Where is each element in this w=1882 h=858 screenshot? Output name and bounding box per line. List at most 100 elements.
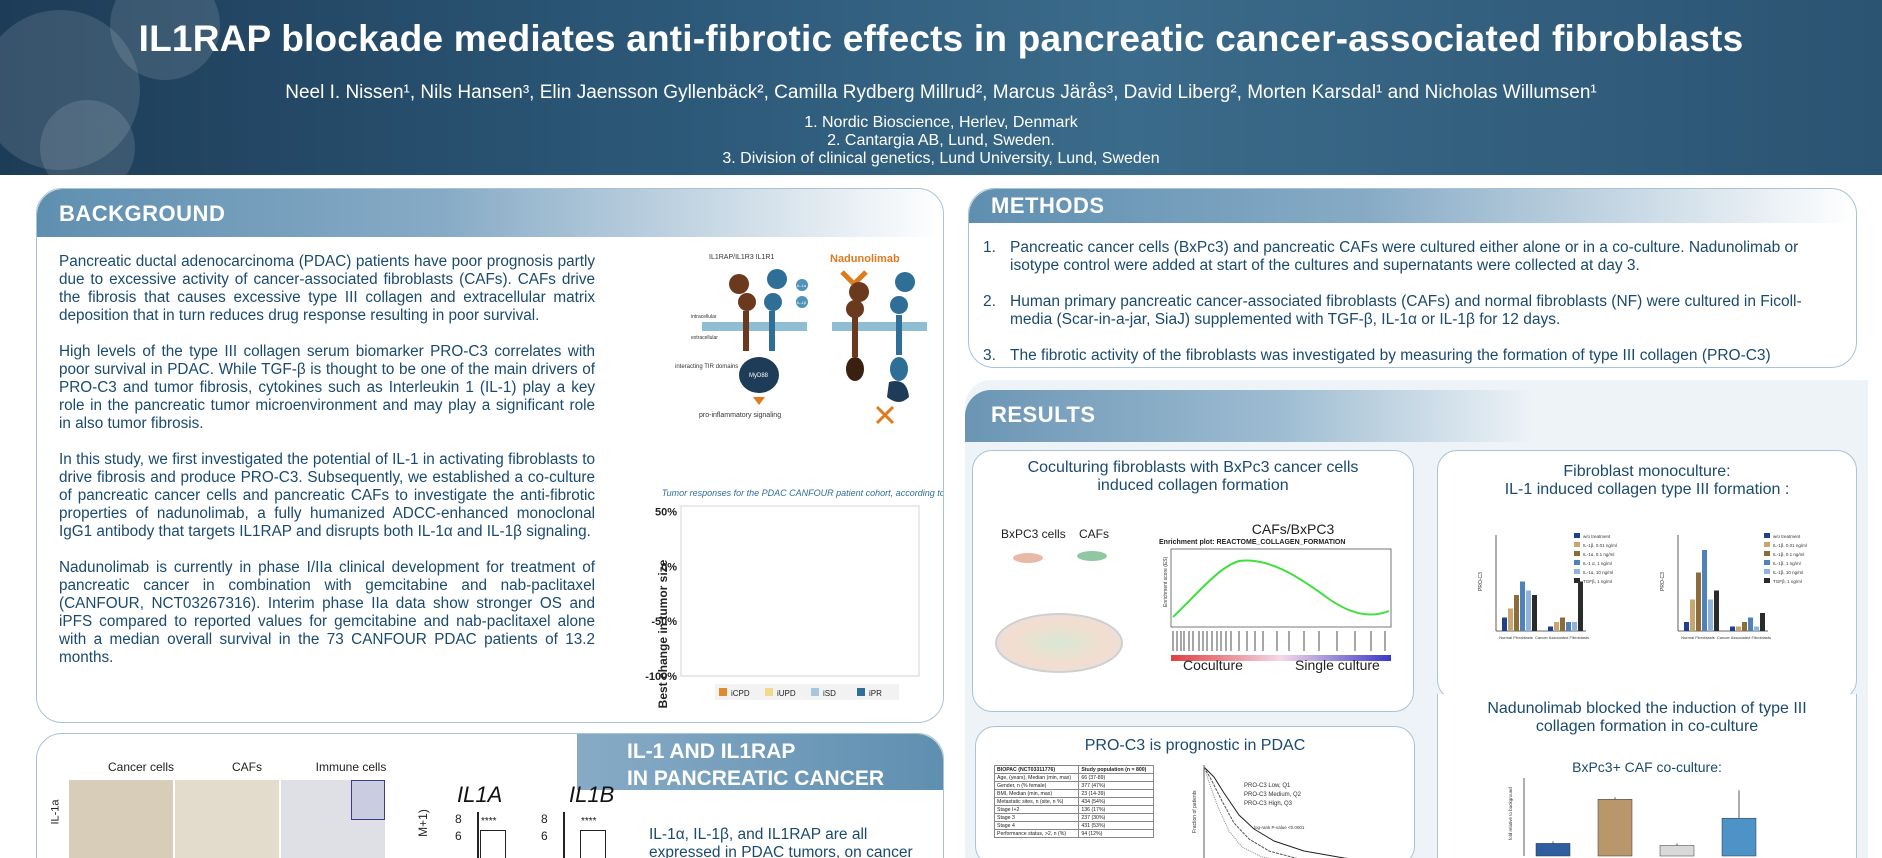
- panel-title: Coculturing fibroblasts with BxPc3 cance…: [1027, 459, 1359, 494]
- km-legend-item: PRO-C3 High, Q3: [1244, 801, 1293, 807]
- legend-label: iPR: [869, 689, 882, 698]
- blocked-signal-icon: [875, 405, 895, 425]
- tir-domain-icon: [846, 357, 864, 381]
- item-number: 2.: [983, 293, 996, 310]
- y-tick-label: -50%: [651, 616, 677, 628]
- kaplan-meier-plot: Fraction of patients PRO-C3 Low, Q1 PRO-…: [1192, 765, 1349, 858]
- section-title: RESULTS: [991, 402, 1096, 427]
- table-row: BIOPAC (NCT03311776) Study population (n …: [993, 765, 1154, 774]
- legend-label: iCPD: [731, 689, 750, 698]
- bxpc3-label: BxPC3 cells: [1001, 527, 1066, 541]
- section-title: BACKGROUND: [59, 201, 226, 226]
- ihc-image-cancer-cells: [69, 780, 173, 858]
- table-cell: 237 (30%): [1078, 813, 1154, 822]
- section-title: IL-1 AND IL1RAP IN PANCREATIC CANCER: [627, 738, 884, 792]
- section-title-line: IL-1 AND IL1RAP: [627, 740, 796, 763]
- section-header: METHODS: [969, 189, 1856, 223]
- tick-label: 6: [455, 829, 462, 843]
- section-title-line: IN PANCREATIC CANCER: [627, 767, 885, 790]
- table-cell: Stage 4: [993, 821, 1080, 830]
- nadunolimab-label: Nadunolimab: [830, 253, 900, 265]
- table-cell: 136 (17%): [1078, 805, 1154, 814]
- x-left-label: Coculture: [1183, 657, 1243, 673]
- receptor-domain-icon: [738, 293, 756, 311]
- methods-panel: METHODS 1. Pancreatic cancer cells (BxPc…: [968, 188, 1857, 368]
- pvalue-label: log-rank P-value <0.0001: [1254, 825, 1305, 830]
- tir-domain-icon: [890, 357, 908, 381]
- prognostic-panel: PRO-C3 is prognostic in PDAC BIOPAC (NCT…: [975, 726, 1415, 858]
- y-axis-label: PRO-C3: [1660, 572, 1666, 591]
- nadunolimab-bar-chart: fold relative to background: [1508, 778, 1757, 857]
- bar: [1526, 590, 1531, 631]
- column-label: Immune cells: [315, 760, 387, 774]
- y-axis-line: [477, 812, 479, 858]
- table-row: Metastatic sites, n (site, n %) 434 (54%): [993, 797, 1154, 806]
- legend-label: w/o treatment: [1583, 534, 1611, 539]
- tick-label: 8: [541, 812, 548, 826]
- ihc-inset: [351, 780, 385, 820]
- legend-swatch: [1764, 551, 1770, 556]
- enrichment-curve: [1172, 559, 1390, 618]
- legend-swatch: [1574, 542, 1580, 547]
- legend-swatch: [765, 688, 773, 696]
- column-label: Cancer cells: [107, 760, 175, 774]
- waterfall-chart: Tumor responses for the PDAC CANFOUR pat…: [645, 488, 944, 708]
- bar: [1597, 799, 1633, 857]
- receptor-stalk: [769, 311, 775, 351]
- receptor-domain-icon: [764, 293, 782, 311]
- panel-title: PRO-C3 is prognostic in PDAC: [1084, 737, 1306, 754]
- affiliation: 3. Division of clinical genetics, Lund U…: [722, 150, 1160, 167]
- group-label: Normal Fibroblasts: [1499, 635, 1533, 640]
- legend-swatch: [1574, 569, 1580, 574]
- legend-swatch: [1574, 551, 1580, 556]
- cell-cluster-icon: [1077, 551, 1107, 561]
- bar: [1760, 613, 1765, 631]
- table-row: BMI, Median (min, max) 23 (14-39): [993, 789, 1154, 798]
- table-cell: Study population (n = 800): [1078, 765, 1154, 774]
- methods-list: 1. Pancreatic cancer cells (BxPc3) and p…: [983, 239, 1842, 367]
- legend-swatch: [1574, 560, 1580, 565]
- table-cell: Stage I+2: [993, 805, 1080, 814]
- cafs-label: CAFs: [1079, 527, 1109, 541]
- legend-label: iUPD: [777, 689, 796, 698]
- affiliation: 1. Nordic Bioscience, Herlev, Denmark: [804, 114, 1078, 131]
- column-label: CAFs: [232, 760, 262, 774]
- km-legend-item: PRO-C3 Medium, Q2: [1244, 792, 1302, 798]
- table-cell: 94 (12%): [1078, 829, 1154, 838]
- bar: [1566, 622, 1571, 631]
- results-section: RESULTS Coculturing fibroblasts with BxP…: [965, 380, 1868, 858]
- y-tick-label: 50%: [655, 506, 677, 518]
- gene-hits-group: [1172, 631, 1386, 651]
- legend-label: IL-1β, 0.01 ng/ml: [1583, 543, 1617, 548]
- chart-title: IL1A: [457, 782, 503, 807]
- row-label: IL-1a: [49, 799, 62, 825]
- table-row: Stage 3 237 (30%): [993, 813, 1154, 822]
- cell-cluster-icon: [1013, 553, 1043, 563]
- table-cell: 431 (53%): [1078, 821, 1154, 830]
- paragraph: Nadunolimab is currently in phase I/IIa …: [59, 559, 595, 666]
- bar: [1721, 817, 1757, 857]
- plot-frame: [1170, 548, 1392, 628]
- legend-label: TGFβ, 1 ng/ml: [1583, 579, 1612, 584]
- significance-label: ****: [481, 816, 497, 827]
- bar: [1554, 622, 1559, 631]
- panel-title: IL-1 induced collagen type III formation…: [1504, 481, 1790, 498]
- legend-swatch: [1574, 578, 1580, 583]
- table-cell: Stage 3: [993, 813, 1080, 822]
- receptor-labels: IL1RAP/IL1R3 IL1R1: [709, 254, 774, 261]
- gsea-subtitle: Enrichment plot: REACTOME_COLLAGEN_FORMA…: [1159, 539, 1346, 546]
- y-axis-label: Best change in tumor size: [656, 559, 670, 708]
- panel-title: Fibroblast monoculture:: [1563, 463, 1731, 480]
- section-header: BACKGROUND: [37, 189, 943, 237]
- bar: [1754, 626, 1759, 631]
- petri-dish-icon: [995, 613, 1123, 673]
- table-row: Age, (years), Median (min, max) 66 (37-89…: [993, 773, 1154, 782]
- receptor-stalk: [852, 317, 858, 357]
- legend-swatch: [1764, 533, 1770, 538]
- chart-title: Tumor responses for the PDAC CANFOUR pat…: [662, 488, 944, 498]
- table-cell: 23 (14-39): [1078, 789, 1154, 798]
- signal-arrow-icon: [753, 397, 765, 405]
- gsea-enrichment-plot: Enrichment score (ES): [1163, 548, 1392, 661]
- table-row: Stage 4 431 (53%): [993, 821, 1154, 830]
